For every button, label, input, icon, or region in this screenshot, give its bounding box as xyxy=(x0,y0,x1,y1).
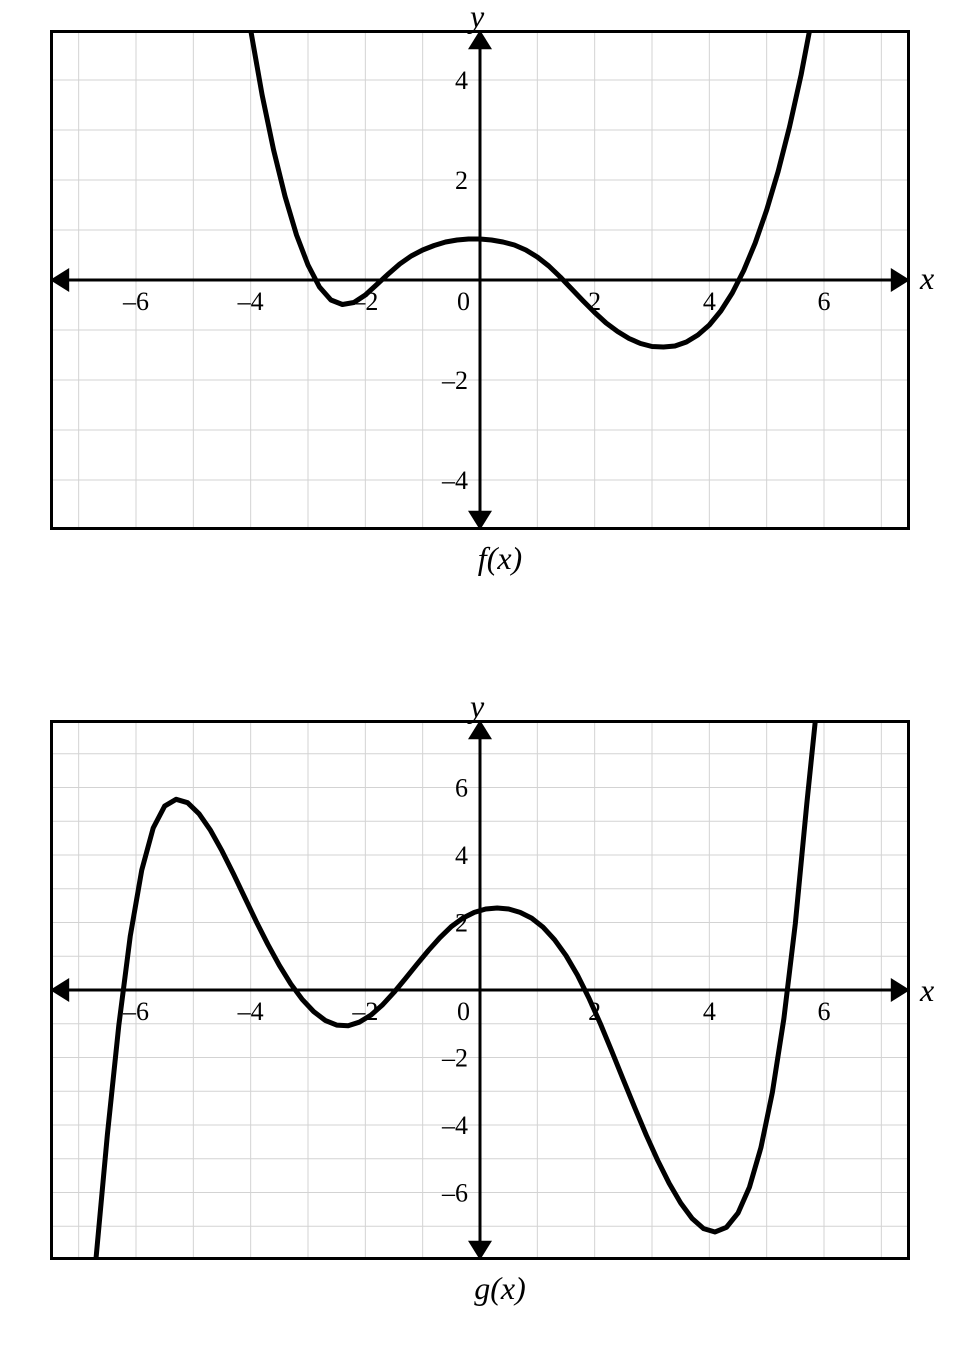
svg-text:–2: –2 xyxy=(441,366,468,395)
chart-f-panel: –6–4–20246–4–224 xyxy=(50,30,910,530)
svg-text:0: 0 xyxy=(457,287,470,316)
chart-g-panel: –6–4–20246–6–4–2246 xyxy=(50,720,910,1260)
svg-text:4: 4 xyxy=(455,841,468,870)
svg-text:–4: –4 xyxy=(237,287,264,316)
svg-text:0: 0 xyxy=(457,997,470,1026)
svg-text:–6: –6 xyxy=(122,287,149,316)
chart-f-svg: –6–4–20246–4–224 xyxy=(50,30,910,530)
chart-g-svg: –6–4–20246–6–4–2246 xyxy=(50,720,910,1260)
svg-text:6: 6 xyxy=(818,997,831,1026)
page: –6–4–20246–4–224 y x f(x) –6–4–20246–6–4… xyxy=(0,0,977,1365)
svg-text:–4: –4 xyxy=(441,1111,468,1140)
svg-text:–6: –6 xyxy=(441,1179,468,1208)
svg-text:–2: –2 xyxy=(441,1044,468,1073)
svg-text:6: 6 xyxy=(818,287,831,316)
chart-f-caption: f(x) xyxy=(50,540,950,577)
svg-text:2: 2 xyxy=(455,166,468,195)
chart-g-caption: g(x) xyxy=(50,1270,950,1307)
chart-g-x-label: x xyxy=(920,972,934,1009)
svg-text:6: 6 xyxy=(455,774,468,803)
svg-text:–4: –4 xyxy=(441,466,468,495)
svg-text:–4: –4 xyxy=(237,997,264,1026)
svg-text:4: 4 xyxy=(703,997,716,1026)
svg-text:4: 4 xyxy=(703,287,716,316)
chart-g-y-label: y xyxy=(470,688,484,725)
chart-f-y-label: y xyxy=(470,0,484,35)
chart-f-x-label: x xyxy=(920,260,934,297)
svg-text:4: 4 xyxy=(455,66,468,95)
svg-text:–6: –6 xyxy=(122,997,149,1026)
